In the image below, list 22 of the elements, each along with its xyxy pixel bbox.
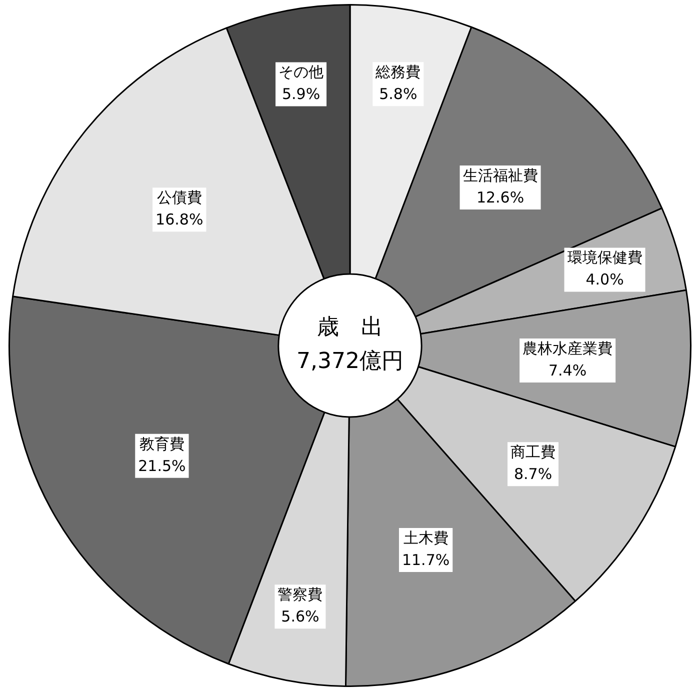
- data-label: 5.8%: [379, 85, 418, 104]
- slice-label: 教育費: [139, 434, 184, 453]
- slice-label: 総務費: [374, 63, 421, 82]
- data-label: 4.0%: [586, 270, 624, 289]
- slice-label: 農林水産業費: [522, 339, 613, 358]
- data-label: 8.7%: [514, 464, 552, 483]
- data-label: 5.9%: [282, 85, 320, 104]
- slice-label: 土木費: [403, 528, 448, 547]
- data-label: 21.5%: [138, 456, 186, 475]
- slice-label: その他: [278, 63, 324, 82]
- data-label: 12.6%: [476, 188, 524, 206]
- data-label: 7.4%: [548, 361, 587, 380]
- text: 7,372億円: [296, 349, 404, 374]
- slice-label: 商工費: [510, 442, 556, 461]
- data-label: 5.6%: [281, 607, 320, 626]
- slice-label: 生活福祉費: [462, 166, 538, 184]
- text: 歳 出: [317, 315, 383, 340]
- data-label: 16.8%: [156, 210, 204, 229]
- data-label: 11.7%: [402, 550, 450, 569]
- slice-label: 公債費: [156, 188, 202, 207]
- slice-label: 警察費: [278, 585, 323, 604]
- slice-label: 環境保健費: [567, 248, 642, 267]
